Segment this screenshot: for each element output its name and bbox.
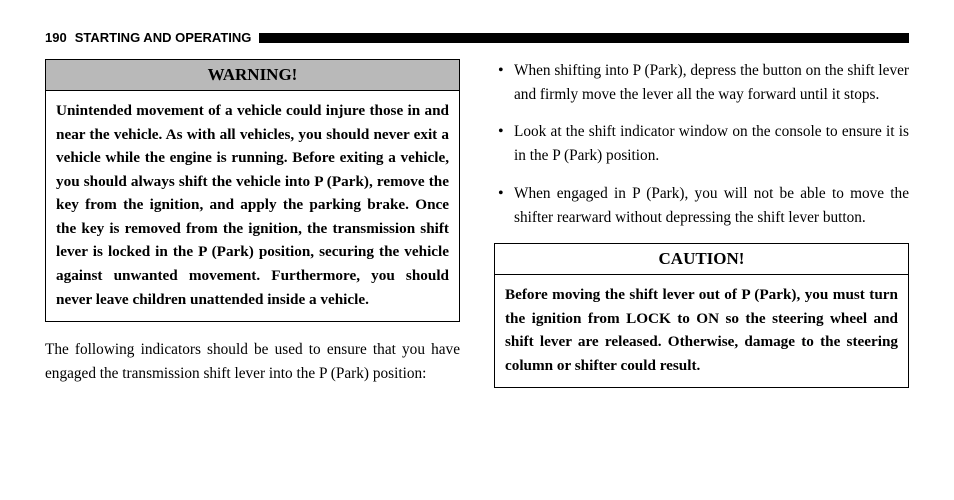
- warning-body: Unintended movement of a vehicle could i…: [46, 91, 459, 321]
- list-item: Look at the shift indicator window on th…: [494, 120, 909, 167]
- caution-title: CAUTION!: [495, 244, 908, 275]
- bullet-list: When shifting into P (Park), depress the…: [494, 59, 909, 229]
- caution-body: Before moving the shift lever out of P (…: [495, 275, 908, 387]
- left-column: WARNING! Unintended movement of a vehicl…: [45, 59, 460, 388]
- list-item: When engaged in P (Park), you will not b…: [494, 182, 909, 229]
- section-title: STARTING AND OPERATING: [75, 30, 252, 45]
- header-rule-bar: [259, 33, 909, 43]
- two-column-layout: WARNING! Unintended movement of a vehicl…: [45, 59, 909, 388]
- page-number: 190: [45, 30, 67, 45]
- list-item: When shifting into P (Park), depress the…: [494, 59, 909, 106]
- intro-paragraph: The following indicators should be used …: [45, 338, 460, 385]
- right-column: When shifting into P (Park), depress the…: [494, 59, 909, 388]
- manual-page: 190 STARTING AND OPERATING WARNING! Unin…: [0, 0, 954, 500]
- warning-callout: WARNING! Unintended movement of a vehicl…: [45, 59, 460, 322]
- page-header: 190 STARTING AND OPERATING: [45, 30, 909, 45]
- caution-callout: CAUTION! Before moving the shift lever o…: [494, 243, 909, 388]
- warning-title: WARNING!: [46, 60, 459, 91]
